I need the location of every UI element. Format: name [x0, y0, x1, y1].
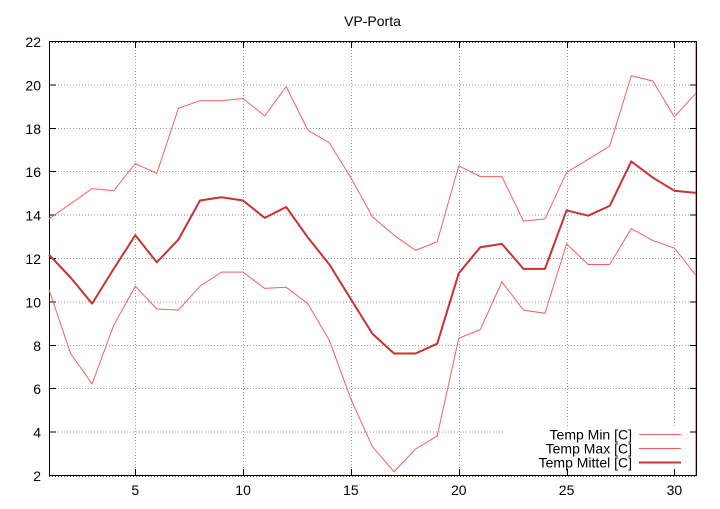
svg-text:8: 8 [33, 338, 41, 354]
svg-text:VP-Porta: VP-Porta [344, 13, 401, 29]
svg-text:10: 10 [235, 482, 251, 498]
svg-text:18: 18 [25, 121, 41, 137]
svg-text:10: 10 [25, 294, 41, 310]
svg-text:14: 14 [25, 208, 41, 224]
svg-text:22: 22 [25, 34, 41, 50]
svg-text:6: 6 [33, 381, 41, 397]
svg-text:20: 20 [451, 482, 467, 498]
svg-text:25: 25 [559, 482, 575, 498]
svg-text:30: 30 [667, 482, 683, 498]
svg-text:5: 5 [131, 482, 139, 498]
svg-text:20: 20 [25, 77, 41, 93]
svg-text:2: 2 [33, 468, 41, 484]
svg-text:Temp Mittel [C]: Temp Mittel [C] [539, 455, 632, 471]
svg-text:16: 16 [25, 164, 41, 180]
svg-text:12: 12 [25, 251, 41, 267]
svg-text:Temp Max [C]: Temp Max [C] [546, 441, 632, 457]
svg-text:4: 4 [33, 425, 41, 441]
svg-text:Temp Min [C]: Temp Min [C] [550, 427, 632, 443]
svg-text:15: 15 [343, 482, 359, 498]
